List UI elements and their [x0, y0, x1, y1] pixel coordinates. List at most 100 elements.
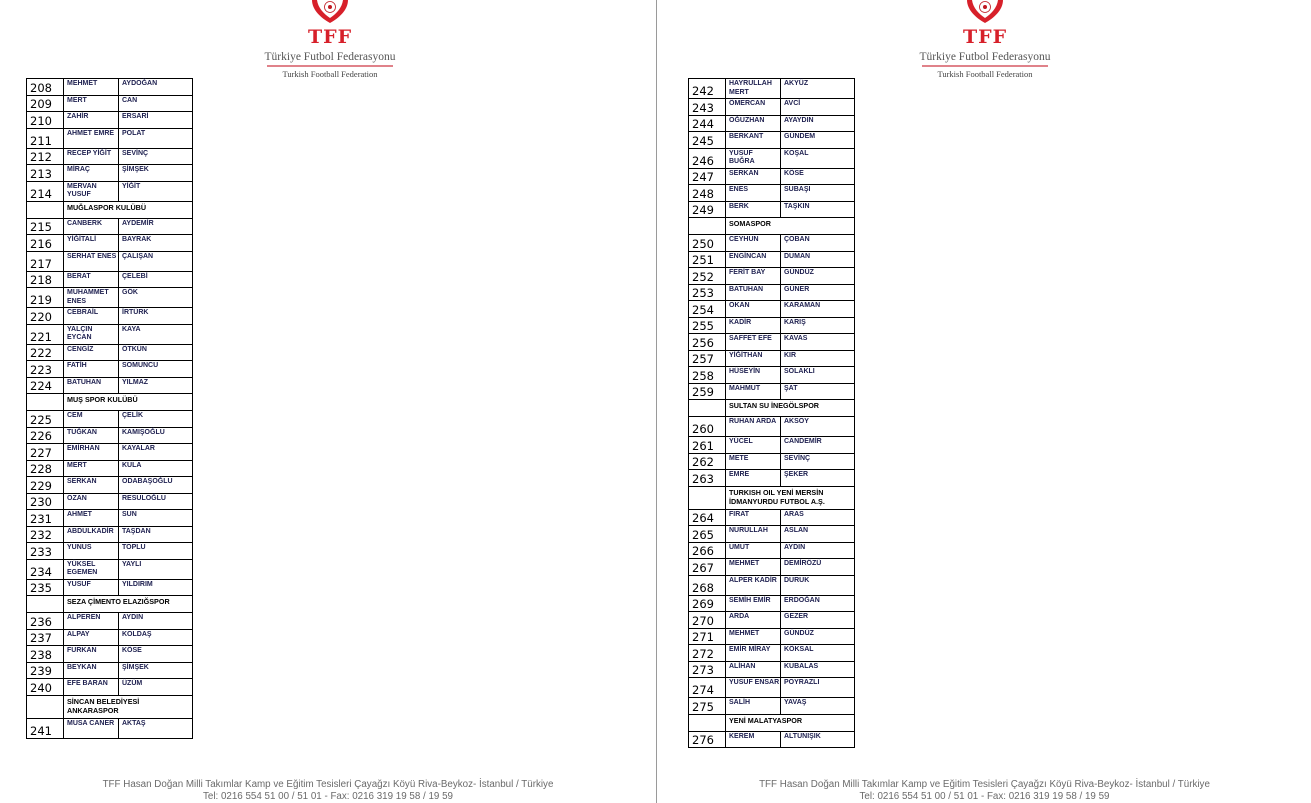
footer-address: TFF Hasan Doğan Milli Takımlar Kamp ve E… [102, 779, 554, 790]
player-number: 230 [26, 492, 64, 510]
player-number: 220 [26, 307, 64, 325]
player-number: 237 [26, 628, 64, 646]
empty-cell [688, 485, 726, 510]
player-last-name: DEMİRÖZÜ [780, 558, 855, 576]
player-last-name: KAYA [118, 323, 193, 345]
player-row: 213 MİRAÇ ŞİMŞEK [26, 164, 193, 182]
player-number: 238 [26, 645, 64, 663]
player-last-name: AKTAŞ [118, 717, 193, 739]
player-first-name: MEHMET [725, 627, 781, 645]
player-row: 267 MEHMET DEMİRÖZÜ [688, 558, 855, 576]
player-number: 270 [688, 611, 726, 629]
player-first-name: SEMİH EMİR [725, 594, 781, 612]
player-last-name: ASLAN [780, 525, 855, 543]
player-row: 238 FURKAN KÖSE [26, 645, 193, 663]
player-last-name: KAMIŞOĞLU [118, 426, 193, 444]
player-row: 256 SAFFET EFE KAVAS [688, 333, 855, 351]
player-first-name: TUĞKAN [63, 426, 119, 444]
player-table: 208 MEHMET AYDOĞAN 209 MERT CAN 210 ZAHİR ERSARİ… [26, 78, 193, 739]
player-first-name: ZAHİR [63, 111, 119, 129]
player-last-name: YILDIRIM [118, 578, 193, 596]
empty-cell [688, 399, 726, 417]
player-row: 230 OZAN RESULOĞLU [26, 492, 193, 510]
player-number: 256 [688, 333, 726, 351]
player-number: 209 [26, 94, 64, 112]
player-row: 212 RECEP YİĞİT SEVİNÇ [26, 147, 193, 165]
player-row: 208 MEHMET AYDOĞAN [26, 78, 193, 96]
player-number: 229 [26, 476, 64, 494]
empty-cell [26, 393, 64, 411]
player-number: 247 [688, 167, 726, 185]
player-first-name: ALPER KADİR [725, 574, 781, 596]
empty-cell [688, 713, 726, 732]
player-number: 222 [26, 343, 64, 361]
player-row: 260 RUHAN ARDA AKSOY [688, 416, 855, 437]
player-last-name: İRTÜRK [118, 307, 193, 325]
player-row: 268 ALPER KADİR DURUK [688, 574, 855, 596]
player-number: 243 [688, 98, 726, 116]
player-number: 273 [688, 660, 726, 678]
player-first-name: RECEP YİĞİT [63, 147, 119, 165]
player-row: 252 FERİT BAY GÜNDÜZ [688, 267, 855, 285]
player-last-name: DUMAN [780, 250, 855, 268]
empty-cell [26, 200, 64, 219]
player-first-name: ARDA [725, 611, 781, 629]
player-last-name: ALTUNIŞIK [780, 730, 855, 748]
player-last-name: KIR [780, 349, 855, 367]
player-first-name: CEM [63, 410, 119, 428]
club-name: SİNCAN BELEDİYESİ ANKARASPOR [63, 694, 193, 719]
player-row: 214 MERVAN YUSUF YİĞİT [26, 180, 193, 202]
player-last-name: DURUK [780, 574, 855, 596]
player-last-name: CANDEMİR [780, 436, 855, 454]
club-header-row: TURKISH OIL YENİ MERSİN İDMANYURDU FUTBO… [688, 485, 855, 510]
club-header-row: MUŞ SPOR KULÜBÜ [26, 393, 193, 411]
player-first-name: EMİR MİRAY [725, 644, 781, 662]
player-first-name: EMİRHAN [63, 443, 119, 461]
player-first-name: METE [725, 452, 781, 470]
player-row: 243 ÖMERCAN AVCİ [688, 98, 855, 116]
player-row: 240 EFE BARAN ÜZÜM [26, 678, 193, 696]
player-number: 251 [688, 250, 726, 268]
player-row: 255 KADİR KARIŞ [688, 316, 855, 334]
player-row: 264 FIRAT ARAS [688, 508, 855, 526]
player-row: 242 HAYRULLAH MERT AKYÜZ [688, 78, 855, 99]
player-last-name: ŞİMŞEK [118, 661, 193, 679]
player-row: 210 ZAHİR ERSARİ [26, 111, 193, 129]
player-row: 215 CANBERK AYDEMİR [26, 217, 193, 235]
player-number: 219 [26, 287, 64, 308]
player-first-name: YUSUF ENSAR [725, 677, 781, 698]
player-row: 224 BATUHAN YILMAZ [26, 376, 193, 394]
player-last-name: KAVAS [780, 333, 855, 351]
player-row: 217 SERHAT ENES ÇALIŞAN [26, 250, 193, 272]
player-last-name: KÖKSAL [780, 644, 855, 662]
club-name: SEZA ÇİMENTO ELAZIĞSPOR [63, 595, 193, 613]
player-last-name: SEVİNÇ [780, 452, 855, 470]
player-first-name: HÜSEYİN [725, 366, 781, 384]
player-first-name: CANBERK [63, 217, 119, 235]
player-last-name: TAŞKIN [780, 200, 855, 218]
player-last-name: GEZER [780, 611, 855, 629]
player-number: 210 [26, 111, 64, 129]
player-first-name: OĞUZHAN [725, 114, 781, 132]
player-row: 250 CEYHUN ÇOBAN [688, 234, 855, 252]
player-last-name: BAYRAK [118, 234, 193, 252]
player-row: 247 SERKAN KÖSE [688, 167, 855, 185]
player-first-name: KADİR [725, 316, 781, 334]
player-row: 244 OĞUZHAN AYAYDIN [688, 114, 855, 132]
player-number: 213 [26, 164, 64, 182]
player-last-name: GÜNER [780, 283, 855, 301]
player-number: 275 [688, 697, 726, 715]
logo-abbr: TFF [962, 26, 1008, 48]
player-number: 266 [688, 541, 726, 559]
player-last-name: AVCİ [780, 98, 855, 116]
player-number: 272 [688, 644, 726, 662]
player-first-name: ALPAY [63, 628, 119, 646]
player-last-name: SOMUNCU [118, 360, 193, 378]
player-number: 269 [688, 594, 726, 612]
player-first-name: MUSA CANER [63, 717, 119, 739]
player-row: 219 MUHAMMET ENES GÖK [26, 287, 193, 308]
player-first-name: YALÇIN EYCAN [63, 323, 119, 345]
player-number: 215 [26, 217, 64, 235]
player-number: 258 [688, 366, 726, 384]
player-number: 214 [26, 180, 64, 202]
